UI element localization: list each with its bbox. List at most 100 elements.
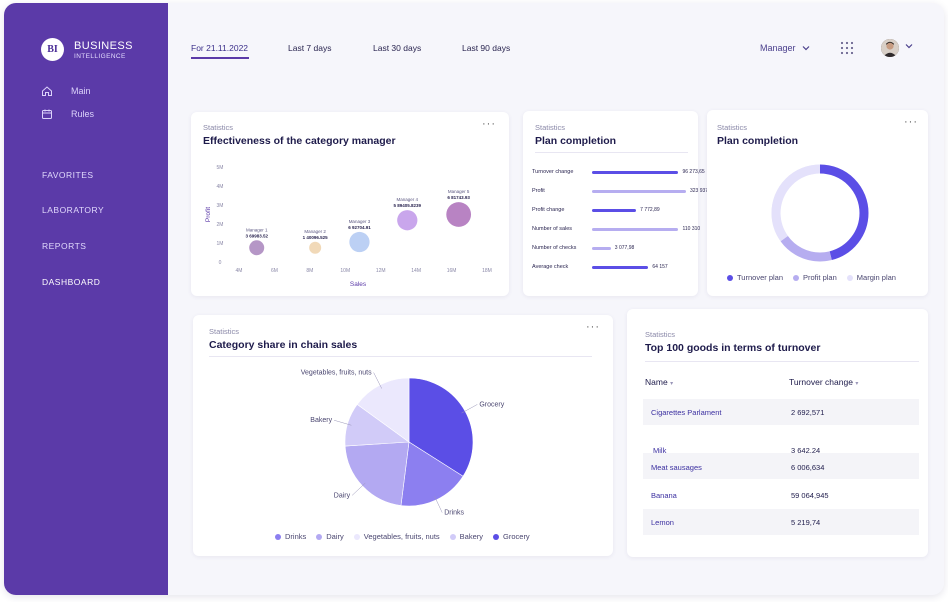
data-point <box>349 231 370 253</box>
home-icon <box>42 86 52 96</box>
plan-row-value: 3 077,98 <box>614 245 635 251</box>
plan-bar <box>592 209 637 212</box>
card-kicker: Statistics <box>645 330 676 339</box>
table-row[interactable]: Lemon 5 219,74 <box>643 509 919 535</box>
table-row[interactable]: Banana 59 064,945 <box>643 481 919 507</box>
column-header-turnover[interactable]: Turnover change ▾ <box>789 377 859 387</box>
point-value-label: 5 89405.8239 <box>394 203 422 208</box>
x-tick-label: 14M <box>411 268 421 274</box>
card-kicker: Statistics <box>717 123 748 132</box>
row-name: Cigarettes Parlament <box>651 408 722 417</box>
plan-row-value: 110 310 <box>682 226 701 232</box>
legend-item: Drinks <box>275 532 306 541</box>
tab-today[interactable]: For 21.11.2022 <box>191 43 249 53</box>
row-value: 2 692,571 <box>791 408 825 417</box>
x-axis-label: Sales <box>350 281 367 288</box>
x-tick-label: 10M <box>340 268 350 274</box>
avatar[interactable] <box>881 39 899 57</box>
point-name-label: Manager 3 <box>349 219 371 224</box>
app-subtitle: INTELLIGENCE <box>74 53 126 60</box>
tab-last-30-days[interactable]: Last 30 days <box>373 43 422 53</box>
tab-last-7-days[interactable]: Last 7 days <box>288 43 332 53</box>
sidebar-item-dashboard[interactable]: DASHBOARD <box>42 277 101 287</box>
sidebar-item-reports[interactable]: REPORTS <box>42 241 87 251</box>
card-top-goods: Statistics Top 100 goods in terms of tur… <box>627 309 928 557</box>
row-value: 59 064,945 <box>791 491 829 500</box>
y-tick-label: 0 <box>219 260 222 266</box>
pie-chart: Grocery Drinks Dairy Bakery Vegetables, frui… <box>301 370 505 517</box>
sidebar-item-rules[interactable]: Rules <box>41 107 94 121</box>
row-name: Lemon <box>651 518 674 527</box>
plan-bar <box>592 228 679 231</box>
card-menu-button[interactable]: ··· <box>586 321 600 333</box>
point-value-label: 1 40096.525 <box>303 235 329 240</box>
card-menu-button[interactable]: ··· <box>904 116 918 128</box>
card-menu-button[interactable]: ··· <box>482 118 496 130</box>
divider <box>645 361 919 362</box>
data-point <box>249 240 265 256</box>
plan-row-value: 7 772,89 <box>640 207 660 213</box>
row-name: Milk <box>653 446 667 455</box>
point-name-label: Manager 5 <box>448 189 470 194</box>
point-value-label: 6 92704.91 <box>348 225 371 230</box>
y-axis-label: Profit <box>205 207 212 222</box>
x-tick-label: 18M <box>482 268 492 274</box>
y-tick-label: 2M <box>217 222 224 228</box>
pie-leader-line <box>434 496 443 513</box>
legend-item: Bakery <box>449 532 483 541</box>
plan-bar <box>592 171 679 174</box>
table-row[interactable]: Cigarettes Parlament 2 692,571 <box>643 399 919 425</box>
card-kicker: Statistics <box>209 327 240 336</box>
legend-item: Margin plan <box>846 273 896 282</box>
role-select[interactable]: Manager <box>760 43 810 53</box>
plan-row-value: 323 937 <box>690 188 709 194</box>
plan-row-label: Average check <box>532 264 569 270</box>
donut-legend: Turnover plan Profit plan Margin plan <box>727 273 906 282</box>
app-title: BUSINESS <box>74 40 133 52</box>
pie-slice-label: Grocery <box>479 401 504 408</box>
card-category-share: Statistics Category share in chain sales… <box>193 315 613 556</box>
plan-row-label: Number of sales <box>532 226 573 232</box>
legend-item: Profit plan <box>793 273 837 282</box>
plan-row: Average check 64 157 <box>532 264 692 274</box>
data-point <box>397 210 418 231</box>
chevron-down-icon[interactable] <box>905 43 913 49</box>
tab-last-90-days[interactable]: Last 90 days <box>462 43 511 53</box>
point-name-label: Manager 1 <box>246 227 268 232</box>
plan-bar <box>592 247 611 250</box>
plan-row-label: Turnover change <box>532 169 574 175</box>
card-title: Plan completion <box>717 135 799 147</box>
apps-grid-icon[interactable] <box>840 41 854 55</box>
divider <box>209 356 592 357</box>
column-header-name[interactable]: Name ▾ <box>645 377 674 387</box>
legend-item: Dairy <box>316 532 344 541</box>
plan-row-value: 64 157 <box>652 264 668 270</box>
card-plan-completion-donut: Statistics Plan completion ··· Turnover … <box>707 110 928 296</box>
plan-row-label: Profit change <box>532 207 565 213</box>
row-name: Meat sausages <box>651 463 702 472</box>
pie-slice-label: Bakery <box>310 417 332 424</box>
card-kicker: Statistics <box>535 123 566 132</box>
card-kicker: Statistics <box>203 123 234 132</box>
plan-bar <box>592 266 649 269</box>
plan-bar <box>592 190 686 193</box>
plan-row: Number of sales 110 310 <box>532 226 700 236</box>
sidebar-item-favorites[interactable]: FAVORITES <box>42 170 94 180</box>
sort-icon: ▾ <box>855 381 859 387</box>
legend-item: Vegetables, fruits, nuts <box>353 532 440 541</box>
table-row[interactable]: Milk 3 642,24 <box>643 437 919 463</box>
y-tick-label: 1M <box>217 241 224 247</box>
sidebar: BI BUSINESS INTELLIGENCE Main Rules FAVO… <box>4 3 168 595</box>
card-effectiveness: Statistics Effectiveness of the category… <box>191 112 509 296</box>
point-value-label: 3 69983.52 <box>245 233 268 238</box>
row-value: 5 219,74 <box>791 518 821 527</box>
x-tick-label: 8M <box>306 268 313 274</box>
pie-leader-line <box>373 372 382 389</box>
sidebar-item-laboratory[interactable]: LABORATORY <box>42 205 105 215</box>
user-photo-icon <box>881 39 899 57</box>
table-row[interactable]: Meat sausages 6 006,634 <box>643 453 919 479</box>
role-select-value: Manager <box>760 43 796 53</box>
pie-slice-label: Dairy <box>334 492 351 499</box>
sidebar-item-main[interactable]: Main <box>41 84 91 98</box>
donut-chart <box>771 164 869 262</box>
